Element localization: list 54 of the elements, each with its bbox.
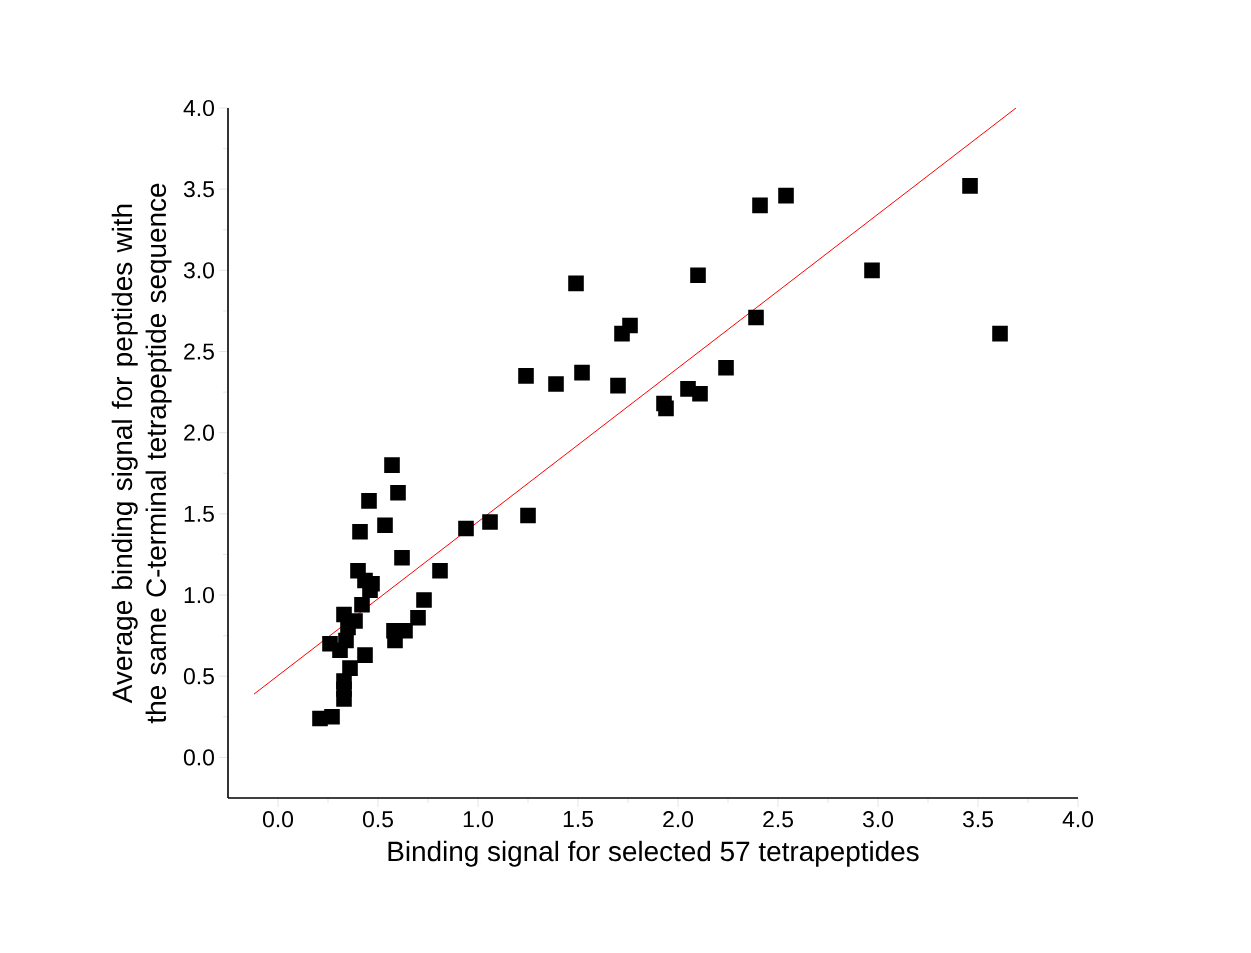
point — [361, 493, 377, 509]
x-tick-label: 0.0 — [262, 811, 294, 828]
point — [574, 364, 590, 381]
point — [548, 376, 564, 392]
point — [778, 187, 794, 204]
point — [610, 377, 626, 394]
y-tick-label: 2.0 — [184, 424, 214, 441]
point — [384, 457, 400, 473]
x-tick-label: 1.5 — [563, 811, 593, 828]
point — [377, 517, 393, 534]
point — [692, 385, 708, 402]
point — [518, 368, 534, 384]
y-axis-title: Average binding signal for peptides with the same C-terminal tetrapeptide sequence — [111, 183, 172, 724]
x-tick-label: 0.5 — [362, 811, 393, 828]
y-tick-label: 3.0 — [183, 262, 214, 279]
x-tick-label: 2.0 — [663, 811, 694, 828]
point — [568, 275, 584, 292]
y-tick-label: 4.0 — [183, 99, 214, 117]
point — [352, 523, 368, 540]
point — [752, 197, 768, 214]
point — [482, 514, 498, 530]
point — [748, 309, 764, 326]
point — [962, 178, 978, 194]
x-tick-label: 1.0 — [463, 811, 494, 828]
point — [992, 325, 1008, 342]
x-tick-label: 4.0 — [1062, 811, 1094, 828]
point — [864, 262, 880, 279]
point — [718, 359, 734, 376]
y-tick-label: 0.5 — [183, 668, 214, 685]
point — [622, 317, 638, 334]
point — [390, 484, 406, 501]
point — [520, 507, 536, 524]
point — [354, 597, 370, 613]
y-tick-label: 2.5 — [184, 343, 214, 360]
x-tick-label: 3.0 — [862, 811, 894, 828]
point — [338, 632, 354, 649]
point — [458, 520, 474, 537]
point — [357, 647, 373, 663]
point — [394, 549, 410, 566]
point — [342, 660, 358, 676]
x-tick-label: 2.5 — [763, 811, 793, 828]
point — [690, 267, 706, 284]
x-axis-title: Binding signal for selected 57 tetrapeptides — [388, 840, 919, 867]
point — [416, 592, 432, 608]
y-tick-label: 0.0 — [183, 749, 214, 766]
point — [336, 691, 352, 707]
point — [432, 562, 448, 579]
y-tick-label: 3.5 — [183, 181, 214, 198]
x-tick-label: 3.5 — [962, 811, 993, 828]
point — [658, 400, 674, 417]
y-tick-label: 1.0 — [184, 586, 214, 604]
point — [410, 609, 426, 626]
point — [324, 709, 340, 725]
y-tick-label: 1.5 — [184, 505, 214, 522]
